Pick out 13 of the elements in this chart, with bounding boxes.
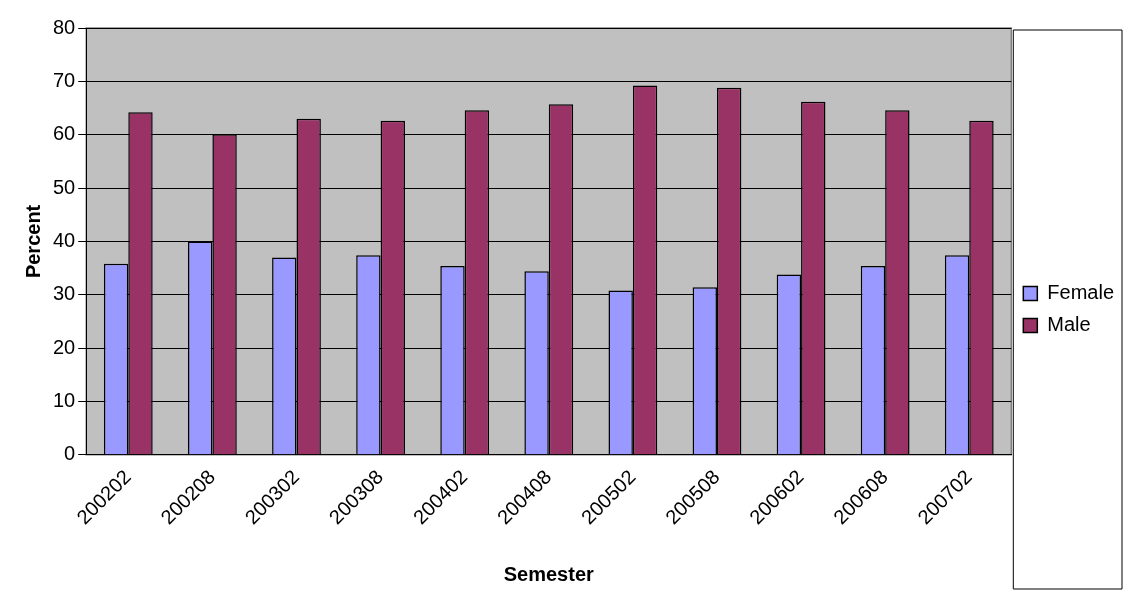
y-tick-label: 70	[53, 68, 76, 91]
legend-label: Female	[1047, 281, 1115, 304]
x-axis-title: Semester	[503, 562, 595, 585]
y-tick-label: 30	[53, 282, 76, 305]
y-tick-label: 20	[53, 335, 76, 358]
y-tick-label: 0	[64, 442, 76, 465]
y-tick-label: 50	[53, 175, 76, 198]
y-tick-label: 10	[53, 389, 76, 411]
y-tick-label: 40	[53, 228, 76, 251]
legend-label: Male	[1047, 313, 1091, 336]
y-tick-label: 60	[53, 122, 76, 145]
y-axis-title: Percent	[21, 204, 44, 279]
y-tick-label: 80	[53, 15, 76, 38]
